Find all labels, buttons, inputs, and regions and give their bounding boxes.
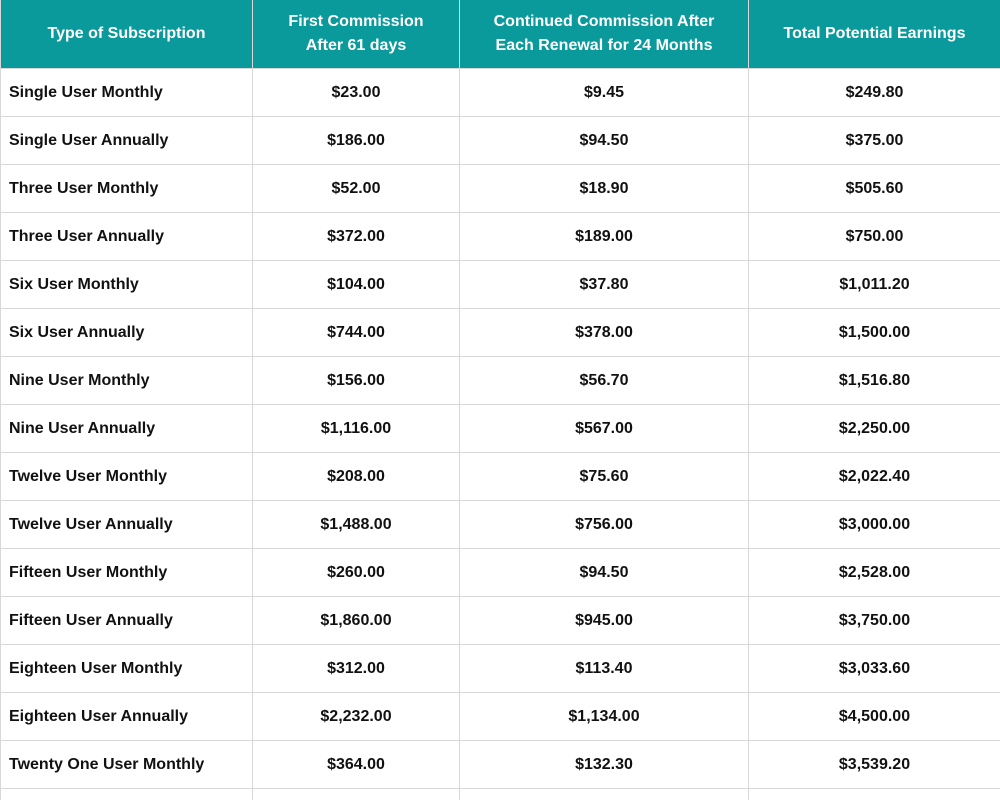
- amount-cell: $4,500.00: [748, 692, 1000, 741]
- amount-cell: $9.45: [459, 68, 749, 117]
- amount-cell: $104.00: [252, 260, 460, 309]
- amount-cell: $52.00: [252, 164, 460, 213]
- amount-cell: $249.80: [748, 68, 1000, 117]
- table-row: Fifteen User Annually $1,860.00 $945.00 $3,…: [0, 596, 1000, 645]
- amount-cell: $378.00: [459, 308, 749, 357]
- amount-cell: $945.00: [459, 596, 749, 645]
- amount-cell: $375.00: [748, 116, 1000, 165]
- amount-cell: $2,250.00: [748, 404, 1000, 453]
- amount-cell: $756.00: [459, 500, 749, 549]
- subscription-type: Twelve User Monthly: [0, 452, 253, 501]
- amount-cell: $1,860.00: [252, 596, 460, 645]
- amount-cell: $1,011.20: [748, 260, 1000, 309]
- table-row: Single User Annually $186.00 $94.50 $375.00: [0, 116, 1000, 165]
- amount-cell: $56.70: [459, 356, 749, 405]
- amount-cell: $189.00: [459, 212, 749, 261]
- amount-cell: $372.00: [252, 212, 460, 261]
- subscription-type: Twenty One User Monthly: [0, 740, 253, 789]
- subscription-type: Twelve User Annually: [0, 500, 253, 549]
- subscription-type: Nine User Annually: [0, 404, 253, 453]
- table-row: Twelve User Monthly $208.00 $75.60 $2,022.4…: [0, 452, 1000, 501]
- table-row: Twenty One User Monthly $364.00 $132.30 $3,…: [0, 740, 1000, 789]
- amount-cell: $260.00: [252, 548, 460, 597]
- amount-cell: $75.60: [459, 452, 749, 501]
- amount-cell: $186.00: [252, 116, 460, 165]
- subscription-type: Single User Annually: [0, 116, 253, 165]
- amount-cell: $1,323.00: [459, 788, 749, 800]
- amount-cell: $505.60: [748, 164, 1000, 213]
- amount-cell: $567.00: [459, 404, 749, 453]
- subscription-type: Three User Monthly: [0, 164, 253, 213]
- subscription-type: Fifteen User Annually: [0, 596, 253, 645]
- column-header: Total Potential Earnings: [748, 0, 1000, 69]
- table-row: Eighteen User Monthly $312.00 $113.40 $3,03…: [0, 644, 1000, 693]
- amount-cell: $37.80: [459, 260, 749, 309]
- amount-cell: $132.30: [459, 740, 749, 789]
- amount-cell: $2,232.00: [252, 692, 460, 741]
- column-header: Type of Subscription: [0, 0, 253, 69]
- subscription-type: Six User Monthly: [0, 260, 253, 309]
- amount-cell: $208.00: [252, 452, 460, 501]
- table-row: Three User Monthly $52.00 $18.90 $505.60: [0, 164, 1000, 213]
- subscription-type: Eighteen User Monthly: [0, 644, 253, 693]
- amount-cell: $364.00: [252, 740, 460, 789]
- table-row: Nine User Monthly $156.00 $56.70 $1,516.80: [0, 356, 1000, 405]
- subscription-type: Three User Annually: [0, 212, 253, 261]
- subscription-type: Twenty One User Annually: [0, 788, 253, 800]
- subscription-type: Fifteen User Monthly: [0, 548, 253, 597]
- amount-cell: $3,750.00: [748, 596, 1000, 645]
- amount-cell: $312.00: [252, 644, 460, 693]
- table-row: Twenty One User Annually$2,604.00$1,323.…: [0, 788, 1000, 800]
- table-body: Single User Monthly $23.00 $9.45 $249.80 Sin…: [0, 68, 1000, 800]
- amount-cell: $1,488.00: [252, 500, 460, 549]
- table-row: Six User Monthly $104.00 $37.80 $1,011.20: [0, 260, 1000, 309]
- table-row: Nine User Annually $1,116.00 $567.00 $2,250…: [0, 404, 1000, 453]
- amount-cell: $156.00: [252, 356, 460, 405]
- table-row: Fifteen User Monthly $260.00 $94.50 $2,528.…: [0, 548, 1000, 597]
- column-header: Continued Commission After Each Renewal …: [459, 0, 749, 69]
- amount-cell: $5,250.00: [748, 788, 1000, 800]
- subscription-type: Eighteen User Annually: [0, 692, 253, 741]
- table-row: Single User Monthly $23.00 $9.45 $249.80: [0, 68, 1000, 117]
- amount-cell: $3,000.00: [748, 500, 1000, 549]
- table-row: Six User Annually $744.00 $378.00 $1,500.00: [0, 308, 1000, 357]
- column-header: First Commission After 61 days: [252, 0, 460, 69]
- amount-cell: $18.90: [459, 164, 749, 213]
- subscription-type: Six User Annually: [0, 308, 253, 357]
- amount-cell: $113.40: [459, 644, 749, 693]
- amount-cell: $3,539.20: [748, 740, 1000, 789]
- amount-cell: $2,604.00: [252, 788, 460, 800]
- subscription-type: Nine User Monthly: [0, 356, 253, 405]
- table-row: Three User Annually $372.00 $189.00 $750.00: [0, 212, 1000, 261]
- amount-cell: $23.00: [252, 68, 460, 117]
- amount-cell: $750.00: [748, 212, 1000, 261]
- subscription-type: Single User Monthly: [0, 68, 253, 117]
- amount-cell: $2,022.40: [748, 452, 1000, 501]
- table-row: Eighteen User Annually $2,232.00 $1,134.00…: [0, 692, 1000, 741]
- amount-cell: $3,033.60: [748, 644, 1000, 693]
- table-row: Twelve User Annually $1,488.00 $756.00 $3,0…: [0, 500, 1000, 549]
- amount-cell: $1,116.00: [252, 404, 460, 453]
- header-row: Type of Subscription First Commission Aft…: [0, 0, 1000, 69]
- amount-cell: $1,516.80: [748, 356, 1000, 405]
- amount-cell: $94.50: [459, 116, 749, 165]
- amount-cell: $94.50: [459, 548, 749, 597]
- amount-cell: $1,500.00: [748, 308, 1000, 357]
- amount-cell: $1,134.00: [459, 692, 749, 741]
- amount-cell: $744.00: [252, 308, 460, 357]
- amount-cell: $2,528.00: [748, 548, 1000, 597]
